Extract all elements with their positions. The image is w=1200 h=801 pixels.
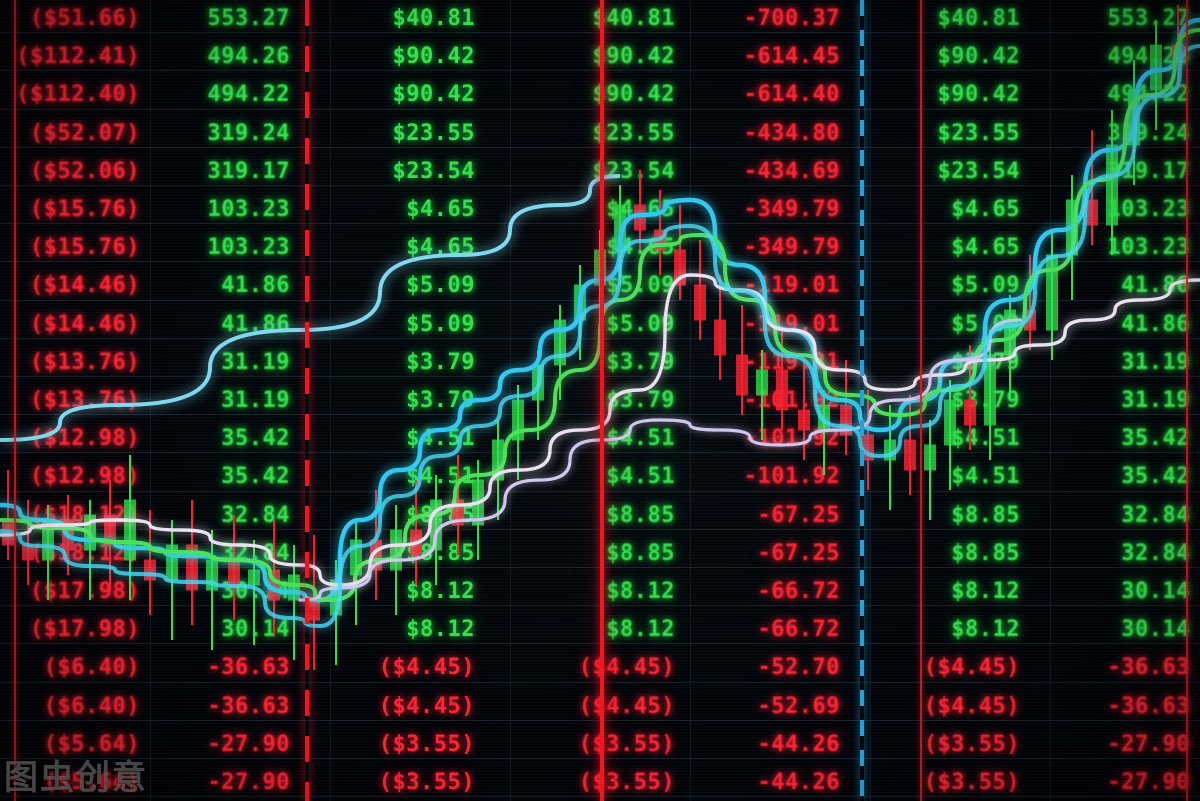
- candle-body: [904, 439, 916, 471]
- marker-line-dashed-red-left: [305, 0, 309, 801]
- candle-body: [964, 399, 976, 426]
- candle-body: [288, 574, 300, 601]
- candle-body: [1106, 144, 1118, 226]
- candle-body: [228, 559, 240, 586]
- candle-body: [714, 319, 726, 356]
- watermark-label: 图虫创意: [4, 758, 148, 798]
- candle-body: [308, 599, 320, 621]
- candle-body: [736, 354, 748, 396]
- series-line-trend-line-long: [0, 174, 621, 442]
- candle-body: [1150, 44, 1162, 91]
- candle-body: [554, 319, 566, 366]
- marker-line-thin-red-right: [920, 0, 922, 801]
- candle-body: [798, 409, 810, 431]
- candle-body: [248, 569, 260, 586]
- candle-body: [776, 369, 788, 411]
- marker-line-thin-red-far-left: [14, 0, 16, 801]
- candle-body: [924, 444, 936, 471]
- candle-body: [144, 559, 156, 581]
- candle-body: [1086, 199, 1098, 226]
- candle-body: [944, 399, 956, 446]
- marker-line-thin-red-edge: [1186, 0, 1188, 801]
- candle-body: [1046, 254, 1058, 331]
- candle-body: [1004, 309, 1016, 356]
- marker-line-dashed-blue-right: [860, 0, 864, 801]
- candle-body: [694, 284, 706, 321]
- candle-body: [124, 499, 136, 561]
- marker-line-solid-red-mid: [600, 0, 604, 801]
- candle-body: [756, 369, 768, 396]
